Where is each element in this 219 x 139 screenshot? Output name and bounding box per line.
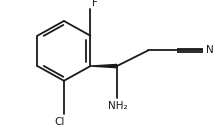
Text: Cl: Cl — [55, 117, 65, 127]
Text: F: F — [92, 0, 98, 8]
Text: NH₂: NH₂ — [108, 101, 128, 111]
Text: N: N — [206, 45, 214, 55]
Polygon shape — [90, 64, 117, 68]
